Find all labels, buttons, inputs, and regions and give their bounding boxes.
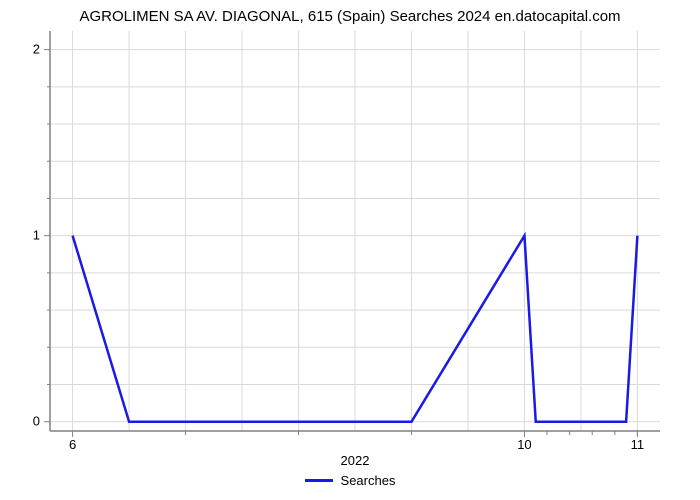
svg-text:10: 10 — [517, 437, 531, 452]
svg-text:2: 2 — [33, 42, 40, 57]
legend-line-swatch — [305, 479, 333, 482]
legend-label: Searches — [341, 473, 396, 488]
svg-text:6: 6 — [69, 437, 76, 452]
svg-text:1: 1 — [33, 228, 40, 243]
chart-title: AGROLIMEN SA AV. DIAGONAL, 615 (Spain) S… — [0, 0, 700, 25]
chart-container: AGROLIMEN SA AV. DIAGONAL, 615 (Spain) S… — [0, 0, 700, 500]
chart-plot-area: 0 1 2 6 10 11 2022 — [0, 25, 700, 469]
svg-text:11: 11 — [631, 437, 645, 452]
svg-text:2022: 2022 — [341, 453, 370, 468]
legend: Searches — [0, 469, 700, 488]
svg-text:0: 0 — [33, 414, 40, 429]
